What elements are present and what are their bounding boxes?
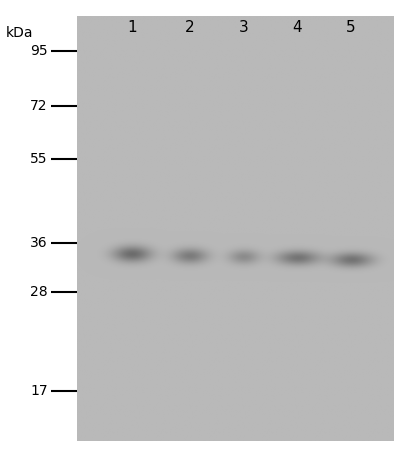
Text: 55: 55 [30, 152, 48, 166]
Text: 36: 36 [30, 236, 48, 250]
Text: kDa: kDa [6, 27, 33, 40]
Text: 1: 1 [128, 20, 137, 35]
Text: 17: 17 [30, 384, 48, 398]
Text: 4: 4 [292, 20, 302, 35]
Text: 5: 5 [346, 20, 356, 35]
Text: 95: 95 [30, 45, 48, 58]
Text: 2: 2 [185, 20, 194, 35]
Text: 28: 28 [30, 285, 48, 299]
Text: 72: 72 [30, 99, 48, 113]
Text: 3: 3 [238, 20, 248, 35]
